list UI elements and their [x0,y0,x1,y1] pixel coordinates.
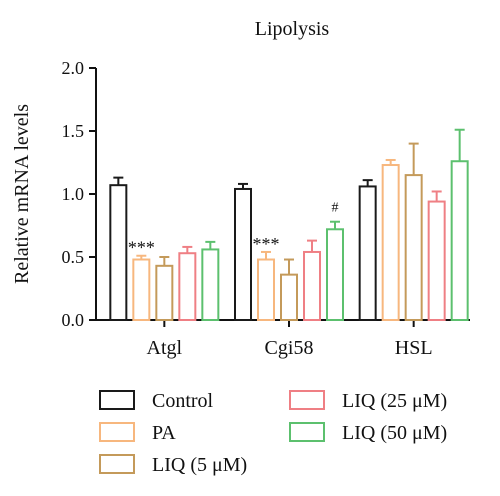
y-axis-label: Relative mRNA levels [11,104,33,284]
bar [109,184,128,321]
legend-label: LIQ (25 μM) [342,390,447,412]
legend-swatch [289,422,325,442]
bar [201,248,220,321]
x-tick-label: HSL [395,337,433,359]
bar [257,258,275,321]
bar [427,200,446,321]
y-tick-label: 0.5 [62,247,85,267]
bar [303,250,321,322]
bar [326,228,344,321]
legend-label: Control [152,390,214,412]
y-tick-label: 1.0 [62,184,85,204]
annotations: *** *** # [128,201,339,258]
x-tick-label: Atgl [147,337,183,359]
bar [450,160,469,321]
y-tick-label: 1.5 [62,121,85,141]
bar [132,258,151,321]
bar [358,185,377,321]
x-axis: Atgl Cgi58 HSL [96,319,470,359]
legend-swatch [289,390,325,410]
bars [109,128,469,322]
y-tick-label: 2.0 [62,58,85,78]
legend-label: LIQ (5 μM) [152,454,247,476]
y-axis: 0.0 0.5 1.0 1.5 2.0 [62,58,97,330]
chart-title: Lipolysis [255,18,330,40]
legend-swatch [99,390,135,410]
bar [234,187,252,321]
y-tick-label: 0.0 [62,310,85,330]
bar [155,264,174,322]
significance-marker: # [332,201,339,216]
bar [178,252,197,321]
bar [381,164,400,321]
legend: Control PA LIQ (5 μM) LIQ (25 μM) LIQ (50 μM… [99,390,447,476]
legend-label: LIQ (50 μM) [342,422,447,444]
legend-label: PA [152,422,176,444]
bar [280,273,298,322]
x-tick-label: Cgi58 [265,337,314,359]
bar [404,174,423,321]
legend-swatch [99,454,135,474]
significance-marker: *** [128,238,155,258]
significance-marker: *** [253,234,280,254]
legend-swatch [99,422,135,442]
